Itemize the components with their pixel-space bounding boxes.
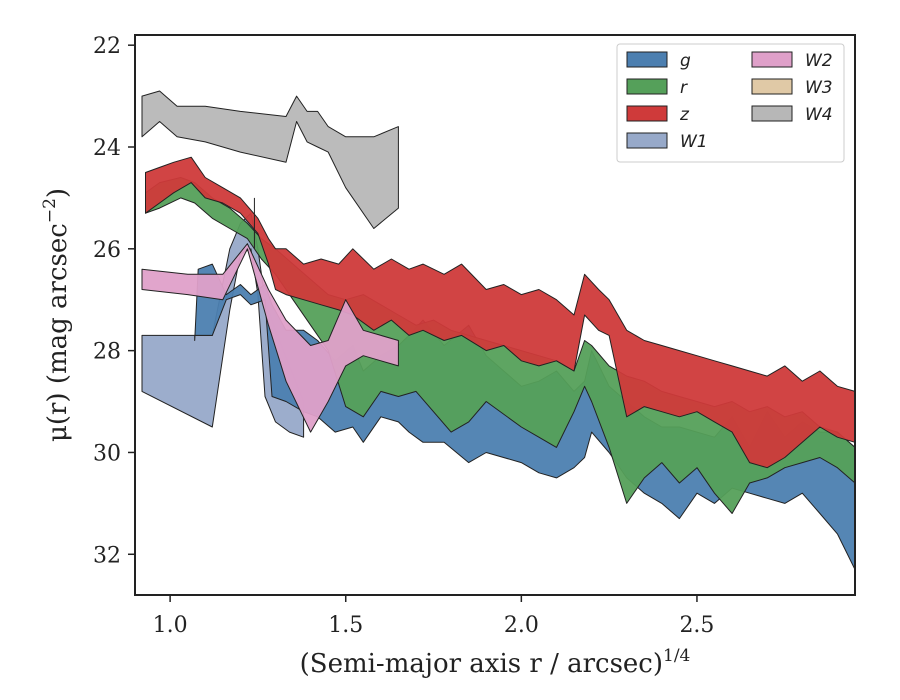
band-w4 (141, 90, 399, 229)
plot-frame (134, 34, 856, 596)
legend-swatch-w3 (751, 78, 793, 95)
legend-box (616, 43, 845, 163)
x-axis-ticks: 1.0 1.5 2.0 2.5 (153, 595, 714, 638)
legend-label-w1: W1 (680, 132, 708, 152)
x-tick-label: 1.0 (153, 613, 188, 638)
legend-label-z: z (679, 105, 690, 125)
y-tick-label: 22 (93, 34, 121, 59)
y-axis-ticks: 22 24 26 28 30 32 (93, 34, 135, 568)
y-axis-title: μ(r) (mag arcsec−2) (40, 188, 73, 442)
legend-label-w3: W3 (805, 78, 833, 98)
legend-swatch-g (626, 51, 668, 68)
legend-label-w4: W4 (805, 105, 833, 125)
legend-swatch-w4 (751, 105, 793, 122)
x-tick-label: 1.5 (328, 613, 363, 638)
x-axis-title: (Semi-major axis r / arcsec)1/4 (300, 646, 691, 679)
legend-label-r: r (680, 78, 688, 98)
y-tick-label: 32 (93, 543, 121, 568)
legend: grz W1 W2 W3 W4 (616, 43, 845, 163)
legend-swatch-w2 (751, 51, 793, 68)
band-w2 (141, 243, 399, 433)
legend-label-g: g (680, 51, 691, 71)
y-tick-label: 24 (93, 136, 121, 161)
x-tick-label: 2.5 (679, 613, 714, 638)
x-tick-label: 2.0 (504, 613, 539, 638)
legend-label-w2: W2 (805, 51, 833, 71)
y-tick-label: 26 (93, 238, 121, 263)
y-tick-label: 28 (93, 340, 121, 365)
legend-swatch-r (626, 78, 668, 95)
y-tick-label: 30 (93, 441, 121, 466)
legend-swatch-w1 (626, 132, 668, 149)
series-layer (141, 90, 856, 570)
legend-swatch-z (626, 105, 668, 122)
